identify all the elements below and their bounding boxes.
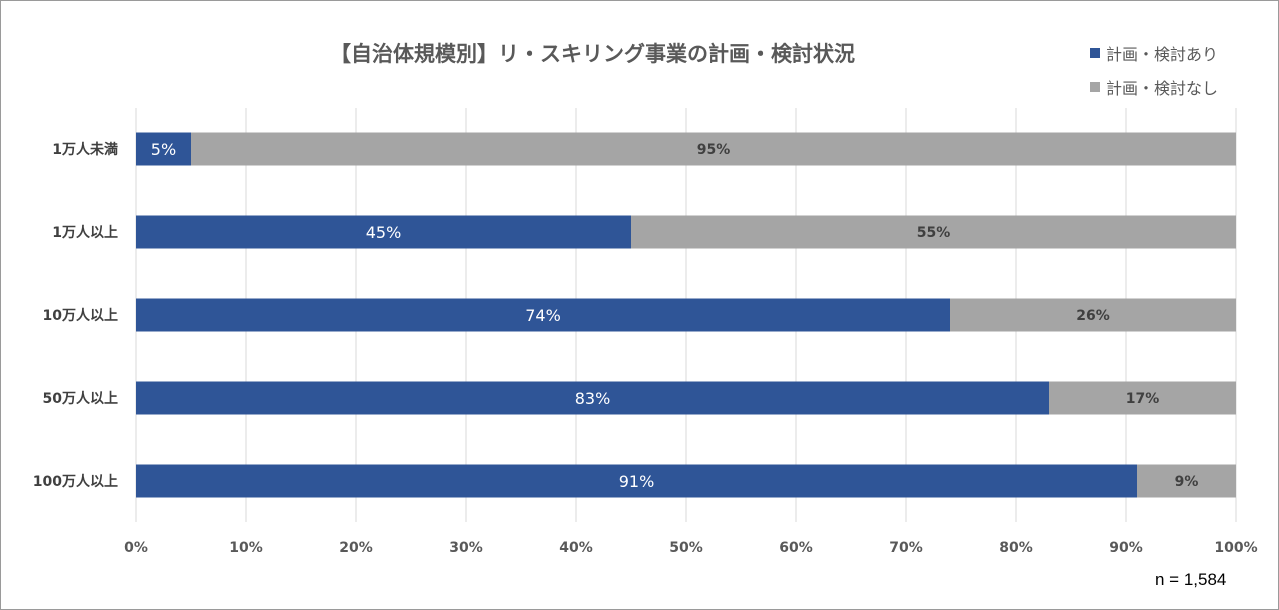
- data-label-no: 9%: [1175, 474, 1199, 490]
- bar-yes: [136, 215, 631, 249]
- x-tick-label: 20%: [339, 540, 373, 556]
- legend-item-yes: 計画・検討あり: [1090, 36, 1218, 70]
- x-tick-label: 10%: [229, 540, 263, 556]
- category-label: 10万人以上: [43, 307, 118, 324]
- bar-yes: [136, 381, 1049, 415]
- data-label-yes: 5%: [151, 140, 176, 159]
- x-tick-label: 80%: [999, 540, 1033, 556]
- legend-label-yes: 計画・検討あり: [1106, 45, 1219, 64]
- x-tick-label: 90%: [1109, 540, 1143, 556]
- data-label-yes: 74%: [525, 306, 561, 325]
- legend-swatch-no: [1090, 82, 1100, 92]
- chart-legend: 計画・検討あり 計画・検討なし: [1090, 36, 1218, 104]
- bar-yes: [136, 298, 950, 332]
- data-label-no: 95%: [697, 142, 731, 158]
- legend-swatch-yes: [1090, 48, 1100, 58]
- bar-no: [1049, 381, 1236, 415]
- category-label: 50万人以上: [43, 390, 118, 407]
- data-label-yes: 83%: [575, 389, 611, 408]
- bar-no: [631, 215, 1236, 249]
- data-label-no: 55%: [917, 225, 951, 241]
- x-tick-label: 0%: [124, 540, 148, 556]
- chart-title: 【自治体規模別】リ・スキリング事業の計画・検討状況: [330, 42, 855, 66]
- x-tick-label: 40%: [559, 540, 593, 556]
- bar-yes: [136, 132, 191, 166]
- category-label: 1万人以上: [52, 224, 118, 241]
- x-tick-label: 30%: [449, 540, 483, 556]
- x-tick-label: 70%: [889, 540, 923, 556]
- category-label: 1万人未満: [52, 141, 118, 158]
- bar-no: [950, 298, 1236, 332]
- x-tick-label: 100%: [1214, 540, 1257, 556]
- bar-no: [1137, 464, 1236, 498]
- legend-item-no: 計画・検討なし: [1090, 70, 1218, 104]
- data-label-no: 26%: [1076, 308, 1110, 324]
- bar-no: [191, 132, 1236, 166]
- sample-size-note: n = 1,584: [1155, 570, 1227, 589]
- x-tick-label: 50%: [669, 540, 703, 556]
- data-label-yes: 91%: [619, 472, 655, 491]
- bar-yes: [136, 464, 1137, 498]
- legend-label-no: 計画・検討なし: [1106, 79, 1219, 98]
- category-label: 100万人以上: [33, 473, 118, 490]
- data-label-yes: 45%: [366, 223, 402, 242]
- x-tick-label: 60%: [779, 540, 813, 556]
- data-label-no: 17%: [1126, 391, 1160, 407]
